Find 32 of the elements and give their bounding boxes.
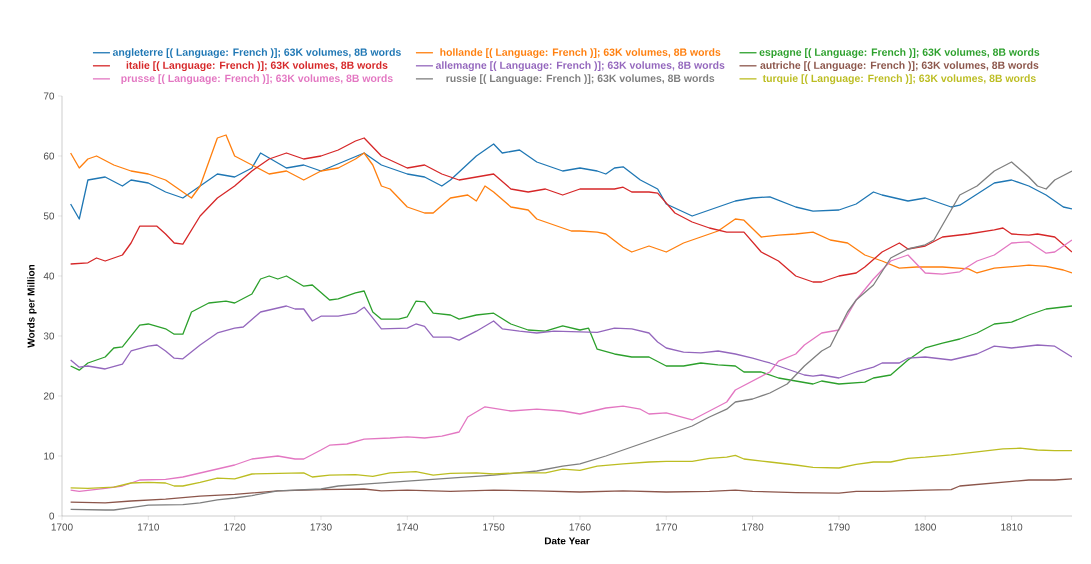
legend-label: hollande [( Language: French )]; 63K volumes, 8B words — [440, 48, 721, 59]
x-tick-label: 1710 — [138, 523, 160, 531]
legend-label: italie [( Language: French )]; 63K volumes, 8B words — [126, 61, 388, 72]
x-tick-label: 1720 — [224, 523, 246, 531]
line-series — [69, 305, 1072, 379]
legend-label: prusse [( Language: French )]; 63K volumes, 8B words — [121, 74, 393, 85]
x-tick-label: 1770 — [655, 523, 677, 531]
x-tick-label: 1750 — [483, 523, 505, 531]
x-tick-label: 1740 — [396, 523, 418, 531]
y-tick-label: 60 — [43, 152, 55, 160]
legend-label: espagne [( Language: French )]; 63K volumes, 8B words — [759, 48, 1040, 59]
x-tick-label: 1780 — [742, 523, 764, 531]
x-tick-label: 1760 — [569, 523, 591, 531]
legend-label: russie [( Language: French )]; 63K volumes, 8B words — [446, 74, 715, 85]
legend-label: angleterre [( Language: French )]; 63K volumes, 8B words — [112, 48, 401, 59]
y-tick-label: 0 — [49, 512, 55, 520]
legend-label: turquie [( Language: French )]; 63K volumes, 8B words — [762, 74, 1036, 85]
y-tick-label: 40 — [43, 272, 55, 280]
y-tick-label: 50 — [43, 212, 55, 220]
y-tick-label: 10 — [44, 452, 55, 460]
x-tick-label: 1810 — [1001, 523, 1023, 531]
y-tick-label: 70 — [43, 92, 55, 100]
x-tick-label: 1800 — [914, 523, 936, 531]
y-tick-label: 20 — [43, 392, 55, 400]
x-tick-label: 1790 — [828, 523, 850, 531]
y-axis-title: Words per Million — [27, 264, 37, 348]
x-tick-label: 1730 — [310, 523, 332, 531]
y-tick-label: 30 — [43, 332, 55, 340]
legend-label: allemagne [( Language: French )]; 63K volumes, 8B words — [435, 61, 725, 72]
x-tick-label: 1700 — [51, 523, 73, 531]
legend-label: autriche [( Language: French )]; 63K volumes, 8B words — [760, 61, 1039, 72]
x-axis-title: Date Year — [544, 537, 590, 545]
